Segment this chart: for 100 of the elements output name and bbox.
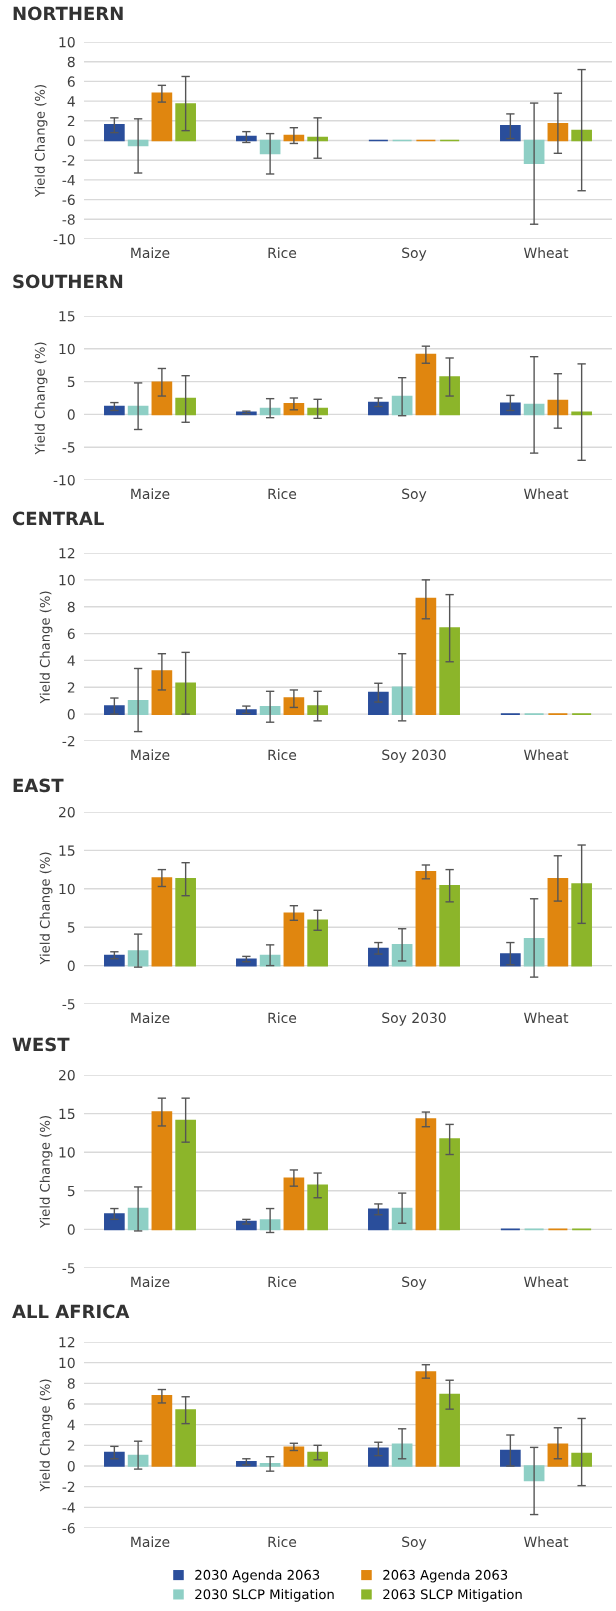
bar: [307, 1451, 328, 1467]
bar: [104, 123, 125, 142]
y-tick-label: 12: [59, 547, 75, 559]
bar: [307, 407, 328, 416]
x-tick-label: Rice: [268, 1536, 297, 1548]
bar: [547, 877, 569, 967]
bar: [283, 1446, 305, 1467]
x-tick-label: Rice: [268, 488, 297, 500]
bar: [104, 705, 125, 715]
y-tick-label: 5: [67, 376, 75, 388]
x-tick-label: Wheat: [523, 1012, 569, 1024]
chart-title: NORTHERN: [13, 6, 123, 21]
bar: [439, 884, 460, 967]
bar: [175, 397, 196, 416]
x-tick-label: Soy: [402, 247, 427, 261]
x-tick-label: Maize: [131, 247, 170, 259]
y-tick-label: 5: [67, 1185, 75, 1197]
y-tick-label: 10: [59, 1357, 75, 1369]
y-tick-label: 8: [67, 601, 75, 613]
legend-label: 2030 Agenda 2063: [195, 1569, 320, 1583]
y-axis-title: Yield Change (%): [39, 852, 53, 965]
y-tick-label: 4: [67, 96, 75, 107]
y-tick-label: 6: [67, 76, 75, 87]
chart-title: ALL AFRICA: [12, 1304, 130, 1319]
y-tick-label: -2: [62, 155, 75, 166]
bar: [368, 947, 389, 967]
y-tick-label: 0: [67, 409, 75, 420]
bar: [415, 597, 437, 715]
bar: [175, 1119, 196, 1231]
bar: [175, 682, 196, 715]
x-tick-label: Maize: [131, 1012, 170, 1024]
bar: [283, 1177, 305, 1231]
y-tick-label: 2: [67, 682, 75, 693]
bar: [151, 670, 173, 715]
y-tick-label: 4: [67, 1419, 75, 1430]
y-tick-label: 15: [59, 1108, 75, 1120]
y-tick-label: 10: [59, 36, 75, 48]
y-tick-label: 8: [67, 56, 75, 68]
bar: [175, 1409, 196, 1467]
y-axis-title: Yield Change (%): [34, 342, 48, 455]
legend-label: 2030 SLCP Mitigation: [195, 1589, 334, 1602]
bar: [151, 381, 173, 416]
x-tick-label: Maize: [131, 488, 170, 500]
y-tick-label: -10: [53, 233, 75, 245]
chart-title: SOUTHERN: [13, 274, 123, 289]
y-tick-label: -6: [62, 1522, 75, 1534]
bar: [368, 1447, 389, 1467]
bar: [283, 912, 305, 967]
y-tick-label: 0: [67, 135, 75, 146]
bar: [415, 871, 437, 967]
y-tick-label: 6: [67, 628, 75, 640]
x-tick-label: Soy: [402, 488, 427, 502]
bar: [439, 627, 460, 715]
bar: [151, 1111, 173, 1231]
bar: [391, 1443, 413, 1467]
y-tick-label: 6: [67, 1398, 75, 1410]
y-tick-label: -2: [62, 735, 75, 747]
bar: [571, 883, 592, 967]
chart-title: WEST: [12, 1037, 70, 1052]
y-tick-label: 8: [67, 1378, 75, 1389]
x-tick-label: Soy 2030: [382, 1012, 446, 1026]
y-tick-label: -8: [62, 214, 75, 225]
bar: [175, 103, 196, 142]
y-tick-label: 20: [59, 1069, 75, 1081]
bar: [415, 1118, 437, 1231]
y-tick-label: 10: [59, 574, 75, 586]
bar: [104, 405, 125, 416]
y-axis-title: Yield Change (%): [39, 1116, 53, 1229]
y-axis-title: Yield Change (%): [34, 85, 48, 198]
bar: [415, 1371, 437, 1467]
x-tick-label: Rice: [268, 749, 297, 761]
x-tick-label: Soy: [402, 1276, 427, 1290]
x-tick-label: Maize: [131, 1536, 170, 1548]
y-tick-label: 10: [59, 1147, 75, 1158]
bar: [104, 954, 125, 967]
x-tick-label: Rice: [268, 1012, 297, 1024]
bar: [307, 705, 328, 715]
bar: [151, 92, 173, 142]
y-tick-label: 0: [67, 1224, 75, 1235]
y-tick-label: 0: [67, 1460, 75, 1472]
x-tick-label: Wheat: [523, 1536, 569, 1548]
bar: [236, 958, 257, 967]
x-tick-label: Rice: [268, 1276, 297, 1288]
chart-title: CENTRAL: [12, 511, 104, 526]
y-tick-label: -6: [62, 194, 75, 206]
bar: [391, 1207, 413, 1231]
y-tick-label: 15: [59, 845, 75, 856]
bar: [104, 1213, 125, 1231]
legend-label: 2063 SLCP Mitigation: [383, 1589, 522, 1602]
x-tick-label: Maize: [131, 1276, 170, 1288]
bar: [175, 877, 196, 967]
x-tick-label: Wheat: [523, 247, 569, 259]
y-tick-label: 15: [59, 311, 75, 322]
bar: [439, 1138, 460, 1231]
bar: [151, 877, 173, 967]
bar: [368, 691, 389, 715]
bar: [104, 1451, 125, 1467]
y-tick-label: 5: [67, 922, 75, 933]
y-tick-label: -5: [62, 999, 75, 1010]
bar: [500, 402, 521, 416]
